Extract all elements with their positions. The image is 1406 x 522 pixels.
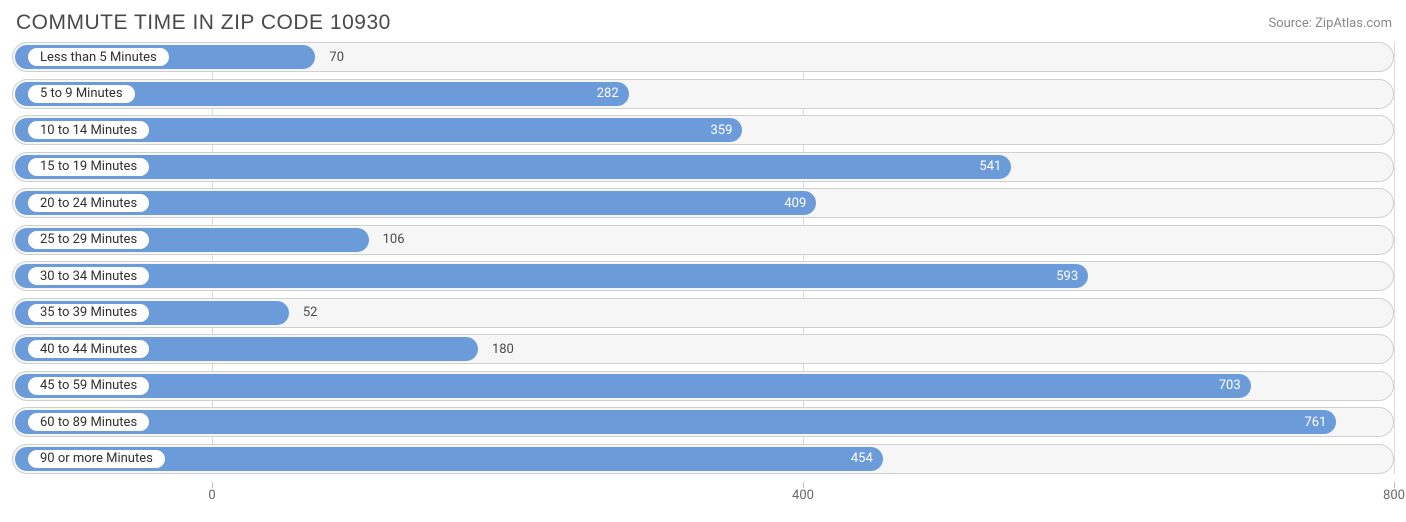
- chart-title: COMMUTE TIME IN ZIP CODE 10930: [16, 11, 391, 35]
- bar-row: 25 to 29 Minutes 106: [12, 225, 1394, 255]
- chart-container: COMMUTE TIME IN ZIP CODE 10930 Source: Z…: [0, 0, 1406, 522]
- value-label: 593: [12, 261, 1088, 291]
- bar-row: 60 to 89 Minutes761: [12, 407, 1394, 437]
- header: COMMUTE TIME IN ZIP CODE 10930 Source: Z…: [12, 6, 1394, 40]
- axis-tick-label: 800: [1383, 488, 1405, 503]
- category-label: 25 to 29 Minutes: [28, 231, 149, 249]
- bar-row: 45 to 59 Minutes703: [12, 371, 1394, 401]
- category-label: 35 to 39 Minutes: [28, 304, 149, 322]
- value-label: 282: [12, 79, 629, 109]
- x-axis: 0400800: [12, 480, 1394, 502]
- chart-area: Less than 5 Minutes 70 5 to 9 Minutes282 10…: [12, 42, 1394, 482]
- bar-row: 10 to 14 Minutes359: [12, 115, 1394, 145]
- value-label: 761: [12, 407, 1336, 437]
- bar-row: 5 to 9 Minutes282: [12, 79, 1394, 109]
- gridline: [1394, 42, 1395, 474]
- value-label: 703: [12, 371, 1251, 401]
- value-label: 409: [12, 188, 816, 218]
- bar-row: 20 to 24 Minutes409: [12, 188, 1394, 218]
- value-label: 106: [373, 225, 415, 255]
- bar-row: 40 to 44 Minutes 180: [12, 334, 1394, 364]
- bar-row: 90 or more Minutes454: [12, 444, 1394, 474]
- bar-row: 30 to 34 Minutes593: [12, 261, 1394, 291]
- value-label: 454: [12, 444, 883, 474]
- value-label: 70: [319, 42, 354, 72]
- value-label: 541: [12, 152, 1011, 182]
- source-label: Source: ZipAtlas.com: [1268, 16, 1392, 31]
- axis-tick-label: 400: [792, 488, 814, 503]
- value-label: 359: [12, 115, 742, 145]
- bar-row: 15 to 19 Minutes541: [12, 152, 1394, 182]
- bar-row: 35 to 39 Minutes 52: [12, 298, 1394, 328]
- bar-row: Less than 5 Minutes 70: [12, 42, 1394, 72]
- value-label: 180: [482, 334, 524, 364]
- category-label: 40 to 44 Minutes: [28, 340, 149, 358]
- value-label: 52: [293, 298, 328, 328]
- axis-tick-label: 0: [208, 488, 215, 503]
- category-label: Less than 5 Minutes: [28, 48, 169, 66]
